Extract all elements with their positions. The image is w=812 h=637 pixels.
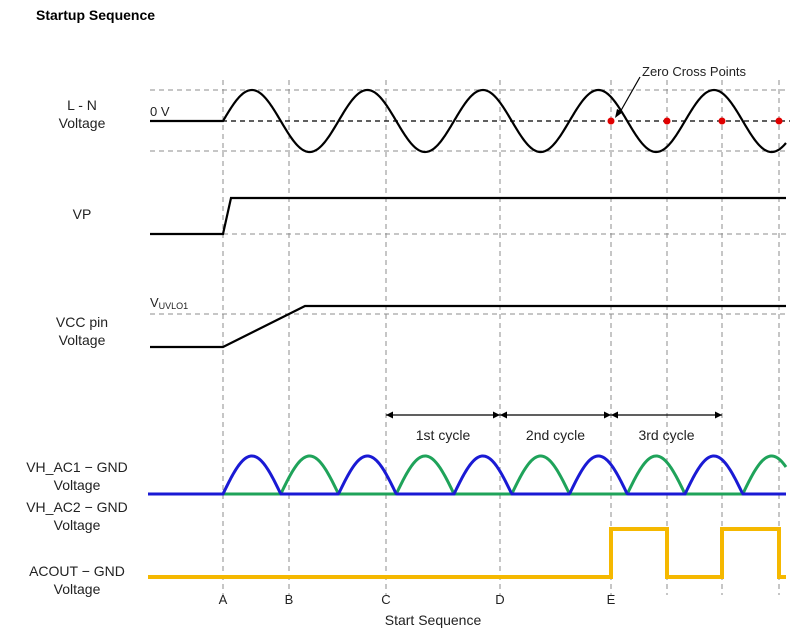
marker-b: B	[285, 592, 294, 607]
ln-label-line2: Voltage	[59, 115, 106, 131]
vcc-label-line2: Voltage	[59, 332, 106, 348]
zero-cross-label: Zero Cross Points	[642, 64, 747, 79]
zero-cross-points	[607, 117, 783, 125]
x-axis-label: Start Sequence	[385, 612, 482, 628]
cycle-label-2: 3rd cycle	[638, 427, 694, 443]
vhac2-label-line2: Voltage	[54, 517, 101, 533]
vhac1-label-line2: Voltage	[54, 477, 101, 493]
vhac1-waveform	[148, 454, 786, 496]
zero-volt-label: 0 V	[150, 104, 170, 119]
zero-cross-dot-1	[663, 117, 671, 125]
acout-waveform	[148, 527, 786, 579]
cycle-label-1: 2nd cycle	[526, 427, 585, 443]
cycle-arrow-right-2	[715, 411, 722, 419]
zero-cross-arrowhead	[615, 109, 623, 118]
vcc-label-line1: VCC pin	[56, 314, 108, 330]
vhac2-label-line1: VH_AC2 − GND	[26, 499, 128, 515]
cycle-arrow-left-2	[611, 411, 618, 419]
time-markers: A B C D E	[219, 592, 616, 607]
vcc-waveform	[150, 304, 786, 349]
cycle-arrow-left-0	[386, 411, 393, 419]
marker-a: A	[219, 592, 228, 607]
ln-voltage-waveform	[150, 88, 787, 154]
uvlo-label: VUVLO1	[150, 295, 188, 311]
cycle-arrow-right-1	[604, 411, 611, 419]
zero-cross-arrow	[618, 76, 641, 115]
vhac1-label-line1: VH_AC1 − GND	[26, 459, 128, 475]
cycle-label-0: 1st cycle	[416, 427, 471, 443]
marker-c: C	[381, 592, 390, 607]
zero-cross-dot-3	[775, 117, 783, 125]
vp-waveform	[150, 196, 786, 236]
cycle-arrow-left-1	[500, 411, 507, 419]
vp-label: VP	[73, 206, 92, 222]
marker-d: D	[495, 592, 504, 607]
cycle-markers: 1st cycle 2nd cycle 3rd cycle	[386, 411, 722, 443]
grid-lines	[150, 80, 786, 595]
cycle-arrow-right-0	[493, 411, 500, 419]
ln-label-line1: L - N	[67, 97, 97, 113]
vhac2-waveform	[148, 454, 788, 496]
diagram-title: Startup Sequence	[36, 7, 155, 23]
acout-label-line2: Voltage	[54, 581, 101, 597]
marker-e: E	[607, 592, 616, 607]
acout-label-line1: ACOUT − GND	[29, 563, 125, 579]
zero-cross-dot-2	[718, 117, 726, 125]
zero-cross-dot-0	[607, 117, 615, 125]
